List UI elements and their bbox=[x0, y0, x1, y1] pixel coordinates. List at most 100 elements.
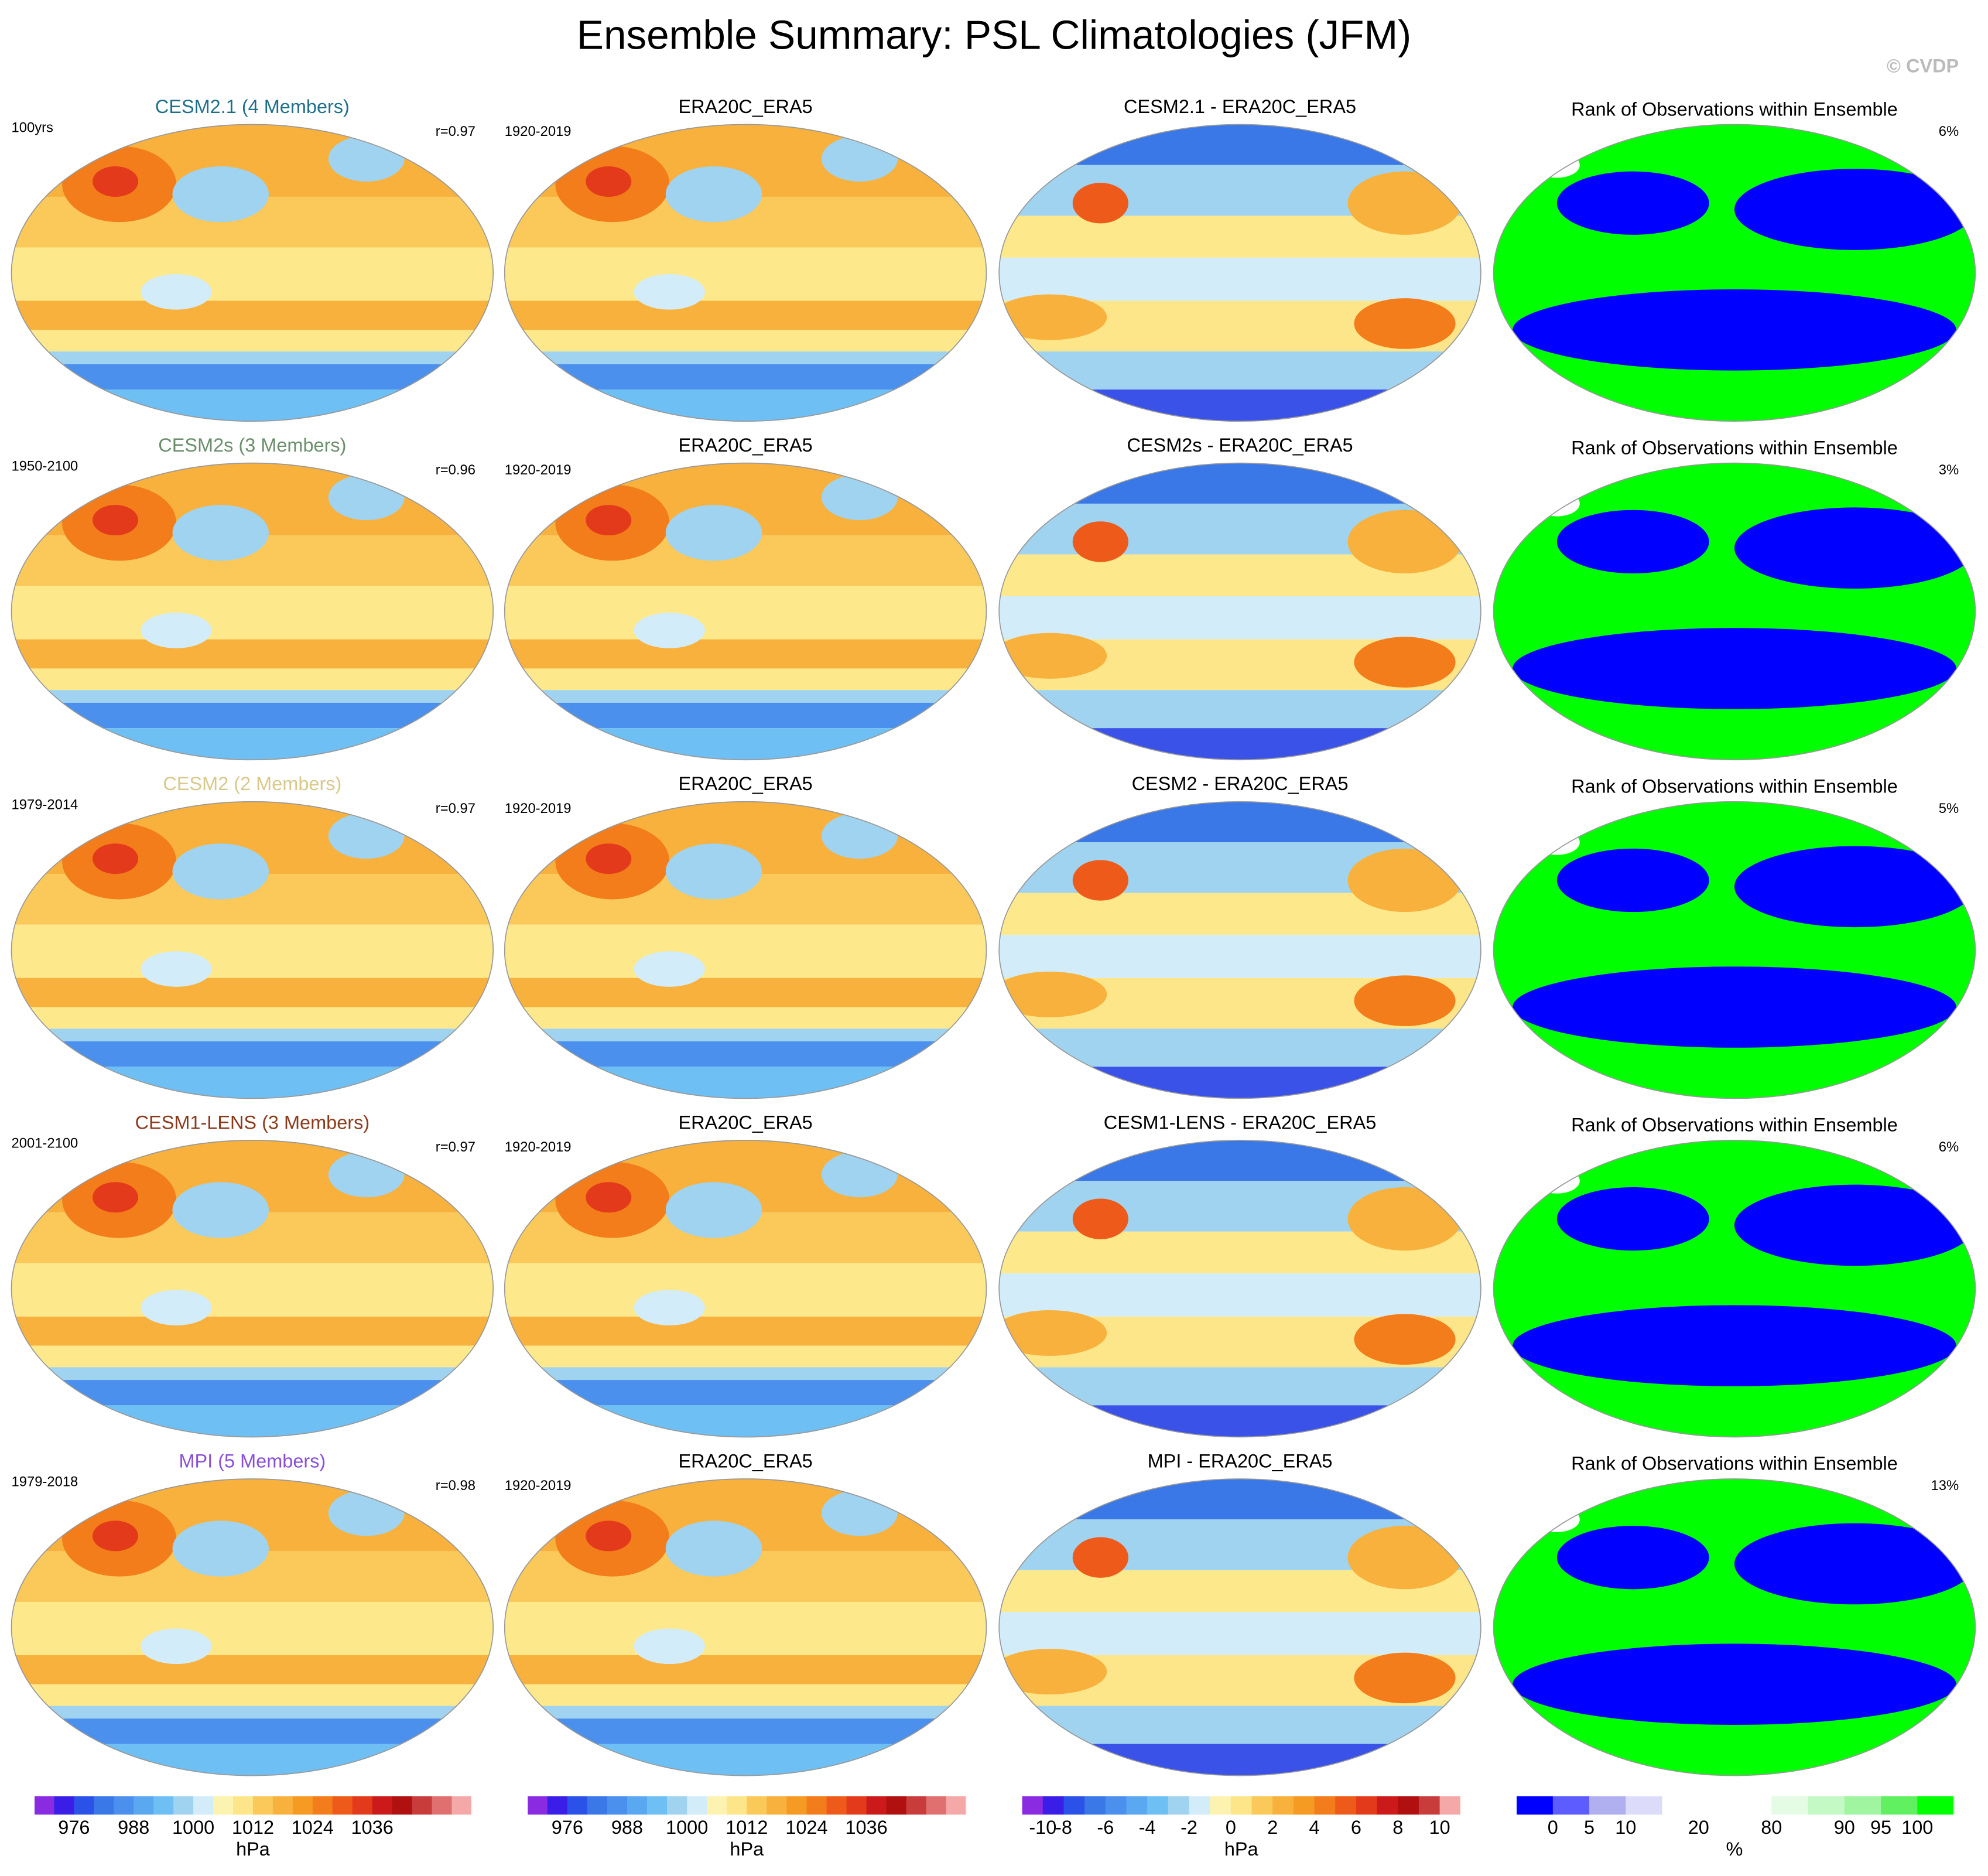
colorbar-frame bbox=[33, 1795, 472, 1816]
map-band bbox=[11, 1028, 494, 1041]
map-blob bbox=[141, 613, 212, 648]
pattern-correlation: r=0.96 bbox=[436, 462, 475, 478]
map-blob bbox=[141, 1290, 212, 1325]
map-band bbox=[11, 1655, 494, 1684]
map-blob bbox=[822, 136, 898, 182]
panel-title: CESM2s (3 Members) bbox=[158, 435, 346, 456]
map-blob bbox=[172, 1182, 269, 1238]
colorbar-box bbox=[1022, 1796, 1043, 1815]
map bbox=[11, 801, 494, 1099]
map-band bbox=[999, 801, 1481, 843]
colorbar-box bbox=[1168, 1796, 1190, 1815]
map-blob bbox=[1513, 1305, 1956, 1386]
period-label: 1920-2019 bbox=[505, 462, 572, 478]
map-band bbox=[504, 1380, 987, 1406]
colorbar-box bbox=[846, 1796, 867, 1815]
map bbox=[999, 124, 1481, 422]
map-band bbox=[504, 389, 987, 422]
map-blob bbox=[665, 1182, 762, 1238]
map-band bbox=[504, 1316, 987, 1346]
map-outline bbox=[504, 801, 987, 1099]
period-label: 1950-2100 bbox=[11, 458, 78, 474]
colorbar-label: -2 bbox=[1181, 1817, 1197, 1838]
period-label: 1979-2014 bbox=[11, 797, 78, 813]
map-band bbox=[504, 1744, 987, 1776]
colorbar-label: 976 bbox=[552, 1817, 583, 1838]
map-blob bbox=[1354, 1652, 1456, 1704]
map-blob bbox=[999, 971, 1107, 1017]
colorbar-box bbox=[1662, 1796, 1699, 1815]
colorbar-box bbox=[906, 1796, 927, 1815]
colorbar-label: 5 bbox=[1584, 1817, 1594, 1838]
colorbar-box bbox=[213, 1796, 234, 1815]
map-band bbox=[11, 924, 494, 978]
period-label: 1979-2018 bbox=[11, 1474, 78, 1490]
map-band bbox=[999, 351, 1481, 390]
colorbar-box bbox=[134, 1796, 154, 1815]
map-blob bbox=[1072, 1537, 1129, 1578]
panel-title: ERA20C_ERA5 bbox=[679, 435, 813, 456]
map-band bbox=[11, 364, 494, 390]
colorbar-label: 2 bbox=[1267, 1817, 1278, 1838]
colorbar-box bbox=[252, 1796, 273, 1815]
map-blob bbox=[999, 1310, 1107, 1356]
colorbar-label: 95 bbox=[1870, 1817, 1891, 1838]
colorbar-box bbox=[1084, 1796, 1106, 1815]
map-band bbox=[504, 1041, 987, 1067]
map-blob bbox=[1513, 1643, 1956, 1725]
colorbar-label: 988 bbox=[611, 1817, 643, 1838]
map-blob bbox=[1556, 510, 1709, 574]
colorbar-box bbox=[647, 1796, 668, 1815]
map-band bbox=[999, 1273, 1481, 1317]
panel-title: Rank of Observations within Ensemble bbox=[1571, 1453, 1898, 1474]
colorbar-box bbox=[1105, 1796, 1127, 1815]
period-label: 2001-2100 bbox=[11, 1136, 78, 1151]
colorbar-box bbox=[1439, 1796, 1461, 1815]
colorbar-label: 90 bbox=[1834, 1817, 1855, 1838]
map-band bbox=[999, 728, 1481, 760]
map-blob bbox=[1734, 169, 1976, 250]
map-band bbox=[11, 1007, 494, 1029]
map-blob bbox=[172, 843, 269, 900]
map-band bbox=[11, 1067, 494, 1099]
map-band bbox=[11, 247, 494, 301]
map-band bbox=[504, 639, 987, 669]
map-band bbox=[11, 351, 494, 364]
pattern-correlation: r=0.98 bbox=[436, 1478, 475, 1494]
panel-title: ERA20C_ERA5 bbox=[679, 1112, 813, 1133]
colorbar-box bbox=[1698, 1796, 1736, 1815]
map-outline bbox=[11, 1139, 494, 1438]
colorbar-box bbox=[946, 1796, 967, 1815]
rank-percent: 6% bbox=[1939, 124, 1959, 139]
colorbar-box bbox=[866, 1796, 887, 1815]
colorbar-box bbox=[34, 1796, 55, 1815]
colorbar-box bbox=[687, 1796, 707, 1815]
map-band bbox=[504, 247, 987, 301]
colorbar-box bbox=[1147, 1796, 1169, 1815]
map-band bbox=[11, 1380, 494, 1406]
colorbar-box bbox=[587, 1796, 608, 1815]
map bbox=[11, 463, 494, 760]
map bbox=[11, 124, 494, 422]
map-blob bbox=[634, 1628, 705, 1665]
colorbar-box bbox=[312, 1796, 333, 1815]
colorbar-frame bbox=[1516, 1795, 1955, 1816]
colorbar-label: 1024 bbox=[292, 1817, 334, 1838]
panel-title: ERA20C_ERA5 bbox=[679, 773, 813, 794]
map-blob bbox=[328, 813, 405, 859]
colorbar-unit: % bbox=[1726, 1839, 1743, 1860]
map-blob bbox=[328, 1490, 405, 1536]
map-blob bbox=[93, 1182, 139, 1213]
map-band bbox=[11, 1345, 494, 1368]
colorbar-label: 988 bbox=[118, 1817, 149, 1838]
map-blob bbox=[141, 274, 212, 310]
map-blob bbox=[586, 843, 632, 874]
colorbar-box bbox=[232, 1796, 254, 1815]
colorbar-label: 1000 bbox=[172, 1817, 214, 1838]
map-band bbox=[11, 389, 494, 422]
colorbar-box bbox=[1398, 1796, 1419, 1815]
colorbar-label: 1012 bbox=[726, 1817, 768, 1838]
map-band bbox=[504, 1007, 987, 1029]
map-band bbox=[11, 978, 494, 1007]
colorbar-box bbox=[1230, 1796, 1253, 1815]
